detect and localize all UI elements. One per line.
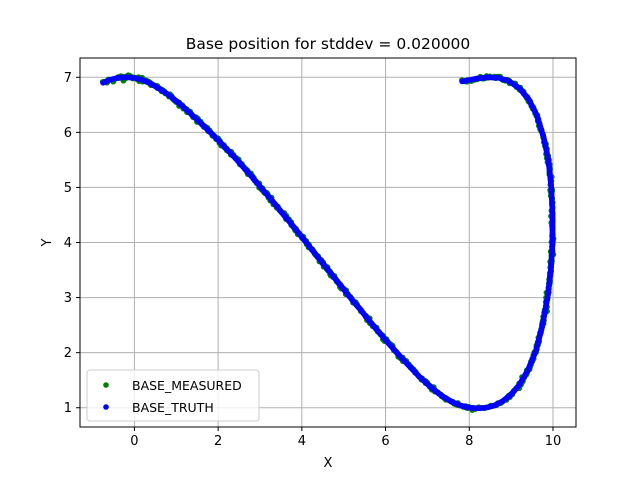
y-tick-label: 5 — [64, 181, 72, 196]
y-tick-label: 2 — [64, 346, 72, 361]
legend-marker-measured — [103, 382, 109, 388]
y-tick-label: 7 — [64, 71, 72, 86]
x-tick-label: 6 — [381, 434, 389, 449]
x-tick-label: 2 — [214, 434, 222, 449]
truth-point — [459, 78, 465, 85]
y-tick-label: 4 — [64, 236, 72, 251]
y-tick-label: 3 — [64, 291, 72, 306]
y-tick-label: 6 — [64, 126, 72, 141]
y-tick-label: 1 — [64, 401, 72, 416]
chart-title: Base position for stddev = 0.020000 — [186, 35, 471, 53]
legend-label-measured: BASE_MEASURED — [132, 378, 242, 393]
x-tick-label: 10 — [545, 434, 562, 449]
data-points — [99, 72, 557, 413]
y-axis-label: Y — [40, 238, 55, 247]
legend-label-truth: BASE_TRUTH — [132, 400, 214, 415]
grid-lines — [80, 58, 576, 427]
x-tick-label: 8 — [465, 434, 473, 449]
legend: BASE_MEASURED BASE_TRUTH — [86, 369, 260, 422]
x-axis-label: X — [324, 456, 333, 471]
legend-marker-truth — [103, 404, 109, 410]
legend-box — [86, 369, 260, 422]
x-tick-label: 4 — [298, 434, 306, 449]
x-tick-label: 0 — [130, 434, 138, 449]
